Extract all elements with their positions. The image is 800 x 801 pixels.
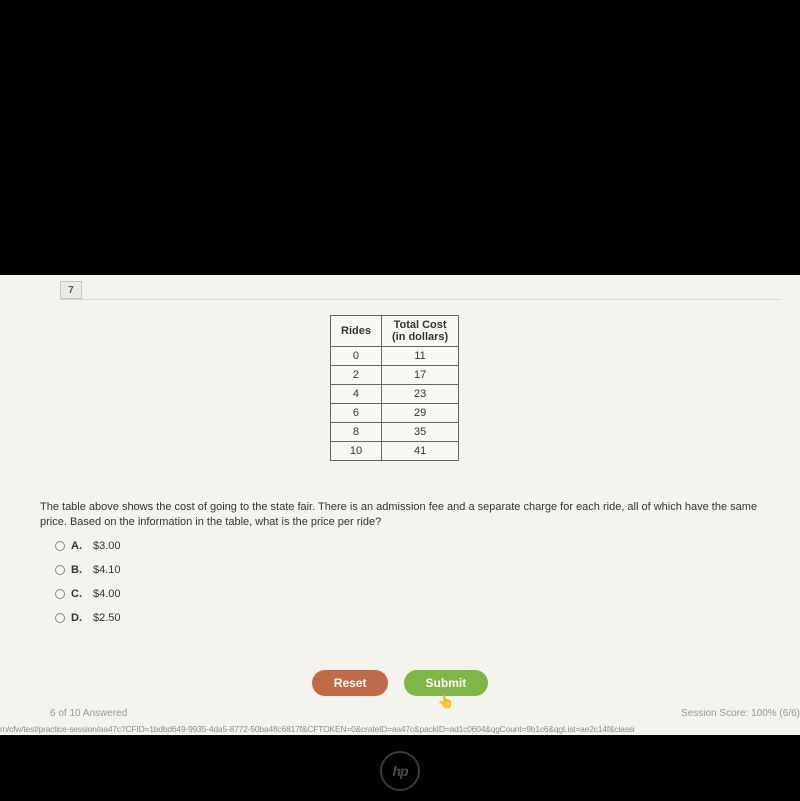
table-row: 011 — [331, 347, 459, 366]
option-a[interactable]: A. $3.00 — [55, 540, 121, 552]
quiz-content-area: 7 Rides Total Cost(in dollars) 011 217 4… — [0, 275, 800, 735]
question-text: The table above shows the cost of going … — [40, 500, 760, 530]
option-b[interactable]: B. $4.10 — [55, 564, 121, 576]
data-table: Rides Total Cost(in dollars) 011 217 423… — [330, 315, 459, 461]
option-letter: C. — [71, 588, 87, 600]
answer-options: A. $3.00 B. $4.10 C. $4.00 D. $2.50 — [55, 540, 121, 636]
table-header-rides: Rides — [331, 316, 382, 347]
radio-icon — [55, 613, 65, 623]
option-letter: D. — [71, 612, 87, 624]
option-text: $3.00 — [93, 540, 121, 552]
table-row: 835 — [331, 423, 459, 442]
option-text: $4.10 — [93, 564, 121, 576]
question-number-tab: 7 — [60, 281, 82, 299]
option-text: $4.00 — [93, 588, 121, 600]
status-url: m/cfw/test/practice-session/aa47c?CFID=1… — [0, 724, 800, 734]
option-c[interactable]: C. $4.00 — [55, 588, 121, 600]
session-score: Session Score: 100% (6/6) — [681, 708, 800, 719]
progress-text: 6 of 10 Answered — [50, 708, 127, 719]
option-text: $2.50 — [93, 612, 121, 624]
table-body: 011 217 423 629 835 1041 — [331, 347, 459, 461]
submit-button[interactable]: Submit 👆 — [404, 670, 489, 696]
table-header-cost: Total Cost(in dollars) — [381, 316, 458, 347]
table-row: 423 — [331, 385, 459, 404]
button-row: Reset Submit 👆 — [0, 670, 800, 696]
divider — [60, 299, 780, 300]
hp-logo-icon: hp — [380, 751, 420, 791]
option-d[interactable]: D. $2.50 — [55, 612, 121, 624]
table-row: 217 — [331, 366, 459, 385]
option-letter: B. — [71, 564, 87, 576]
radio-icon — [55, 589, 65, 599]
reset-button[interactable]: Reset — [312, 670, 389, 696]
cursor-hand-icon: 👆 — [438, 694, 454, 710]
table-row: 629 — [331, 404, 459, 423]
table-row: 1041 — [331, 442, 459, 461]
option-letter: A. — [71, 540, 87, 552]
radio-icon — [55, 541, 65, 551]
radio-icon — [55, 565, 65, 575]
